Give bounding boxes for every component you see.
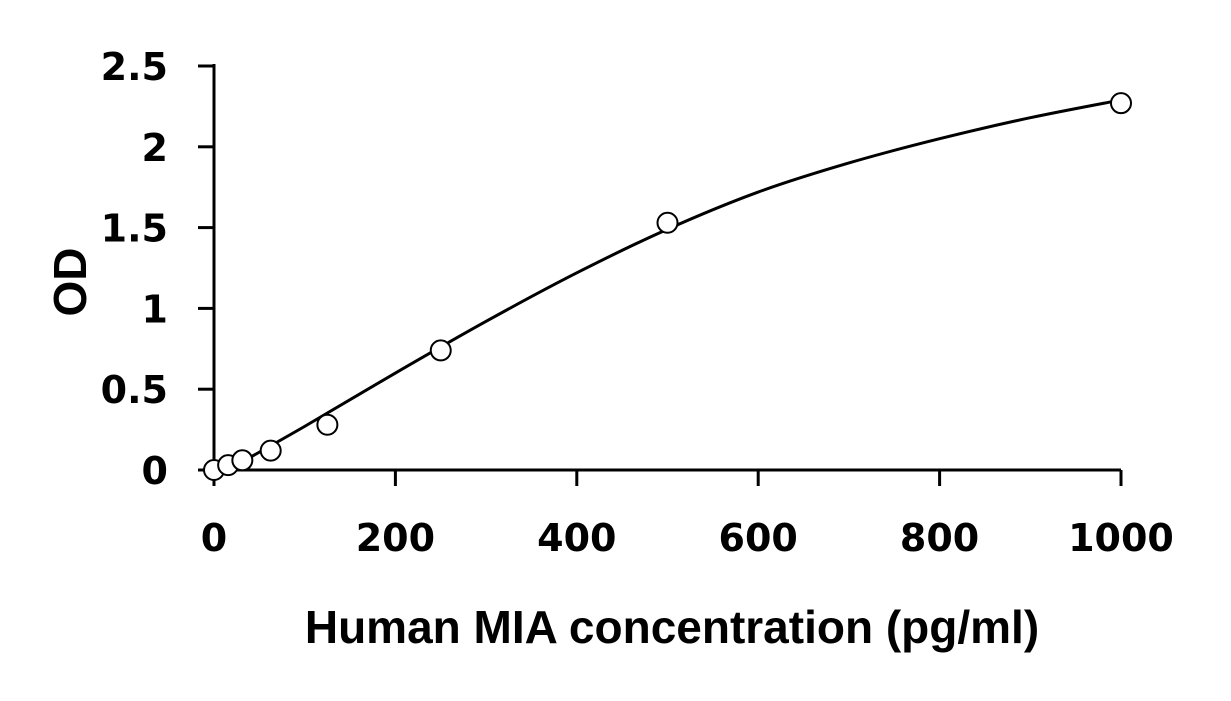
y-tick-label: 2.5 <box>101 45 168 89</box>
y-axis-title: OD <box>44 248 96 317</box>
data-point <box>1110 92 1132 115</box>
fit-curve <box>226 98 1122 472</box>
y-tick-label: 2 <box>142 126 168 170</box>
data-point <box>429 339 452 362</box>
data-point <box>316 413 339 436</box>
x-tick-label: 400 <box>537 516 616 560</box>
y-tick-label: 1.5 <box>101 207 168 251</box>
y-tick-label: 0 <box>142 449 168 493</box>
data-point <box>656 211 679 234</box>
x-tick-label: 200 <box>356 516 435 560</box>
data-point <box>231 449 254 472</box>
data-points <box>203 92 1132 481</box>
x-axis-title: Human MIA concentration (pg/ml) <box>305 601 1039 653</box>
x-tick-label: 1000 <box>1068 516 1174 560</box>
x-tick-label: 800 <box>900 516 979 560</box>
x-tick-label: 0 <box>201 516 227 560</box>
y-ticks: 0 0.5 1 1.5 2 2.5 <box>101 45 214 493</box>
axes <box>198 64 1121 472</box>
x-ticks: 0 200 400 600 800 1000 <box>201 470 1174 560</box>
x-tick-label: 600 <box>719 516 798 560</box>
y-tick-label: 1 <box>142 287 168 331</box>
data-point <box>259 439 282 462</box>
y-tick-label: 0.5 <box>101 368 168 412</box>
